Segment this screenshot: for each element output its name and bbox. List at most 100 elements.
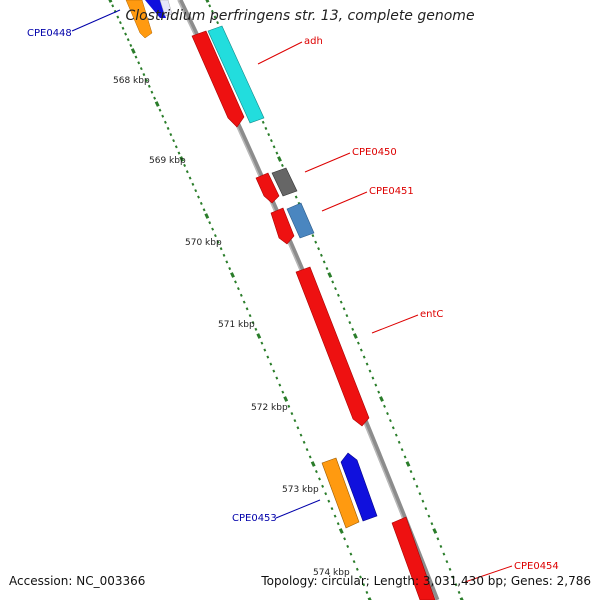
gene-cpe0448-orange bbox=[125, 0, 153, 39]
gene-labels: CPE0448 adh CPE0450 CPE0451 entC CPE0453… bbox=[27, 28, 559, 572]
tick-mark bbox=[210, 9, 214, 13]
tick-mark bbox=[383, 404, 386, 408]
tick-mark bbox=[318, 477, 321, 481]
tick-mark bbox=[275, 151, 279, 155]
tick-mark bbox=[202, 208, 206, 212]
gene-partial-white bbox=[159, 0, 173, 17]
tick-mark bbox=[362, 583, 366, 587]
tick-mark bbox=[219, 247, 223, 251]
tick-mark bbox=[216, 240, 220, 244]
tick-mark bbox=[299, 433, 303, 437]
tick-mark bbox=[349, 552, 353, 556]
tick-mark bbox=[116, 15, 120, 19]
gene-label-cpe0453[interactable]: CPE0453 bbox=[232, 513, 277, 524]
tick-mark bbox=[267, 132, 271, 137]
accession-text: Accession: NC_003366 bbox=[9, 574, 146, 588]
tick-mark bbox=[264, 126, 268, 130]
gene-cpe0451 bbox=[286, 202, 315, 239]
tick-mark bbox=[319, 253, 323, 257]
inner-tick-dots bbox=[107, 0, 373, 600]
tick-mark bbox=[377, 390, 381, 394]
tick-mark bbox=[451, 575, 455, 579]
tick-mark bbox=[225, 260, 229, 264]
tick-mark bbox=[356, 341, 360, 345]
scale-labels: 568 kbp 569 kbp 570 kbp 571 kbp 572 kbp … bbox=[113, 76, 350, 578]
tick-mark-major bbox=[367, 597, 373, 600]
tick-mark bbox=[150, 90, 154, 94]
tick-mark bbox=[293, 419, 297, 423]
tick-mark bbox=[278, 383, 282, 387]
tick-mark bbox=[365, 362, 369, 366]
tick-mark bbox=[333, 514, 337, 518]
tick-mark bbox=[371, 376, 375, 380]
tick-mark bbox=[242, 300, 246, 304]
tick-mark bbox=[386, 411, 389, 416]
tick-mark bbox=[359, 348, 363, 352]
tick-mark-major bbox=[204, 0, 210, 3]
tick-mark bbox=[352, 560, 356, 564]
tick-mark bbox=[158, 108, 162, 112]
gene-cpe0453 bbox=[321, 457, 360, 529]
map-title: Clostridium perfringens str. 13, complet… bbox=[125, 8, 475, 24]
tick-mark bbox=[248, 314, 252, 318]
tick-mark bbox=[305, 448, 309, 452]
gene-label-cpe0454[interactable]: CPE0454 bbox=[514, 561, 559, 572]
tick-mark-major bbox=[352, 333, 358, 339]
tick-mark bbox=[317, 247, 321, 251]
gene-cpe0453-blue bbox=[340, 452, 378, 522]
tick-mark bbox=[345, 314, 349, 318]
tick-mark bbox=[397, 440, 401, 444]
tick-mark bbox=[374, 383, 378, 387]
tick-mark-major bbox=[256, 333, 262, 339]
tick-mark bbox=[269, 362, 273, 366]
tick-mark bbox=[124, 32, 128, 36]
tick-mark bbox=[111, 4, 115, 8]
tick-mark bbox=[394, 433, 398, 437]
tick-mark bbox=[145, 78, 149, 82]
gene-label-cpe0451[interactable]: CPE0451 bbox=[369, 186, 414, 197]
tick-mark bbox=[339, 300, 343, 304]
gene-label-adh[interactable]: adh bbox=[304, 36, 323, 47]
tick-mark bbox=[185, 170, 189, 174]
tick-mark bbox=[137, 61, 141, 65]
tick-mark bbox=[348, 320, 352, 325]
tick-mark bbox=[153, 96, 157, 100]
tick-mark bbox=[342, 307, 346, 311]
topology-text: Topology: circular; Length: 3,031,430 bp… bbox=[261, 574, 591, 588]
tick-mark bbox=[362, 355, 366, 359]
tick-mark-major bbox=[179, 156, 185, 162]
tick-mark bbox=[222, 253, 226, 257]
tick-mark bbox=[174, 145, 178, 149]
gene-label-entC[interactable]: entC bbox=[420, 309, 443, 320]
tick-mark bbox=[183, 163, 187, 167]
tick-mark bbox=[412, 477, 416, 481]
gene-label-cpe0450[interactable]: CPE0450 bbox=[352, 147, 397, 158]
tick-mark-major bbox=[432, 528, 438, 534]
tick-mark bbox=[191, 182, 195, 186]
scale-label: 572 kbp bbox=[251, 403, 288, 413]
tick-mark bbox=[281, 390, 285, 394]
tick-mark bbox=[436, 537, 440, 541]
tick-mark bbox=[263, 348, 267, 352]
tick-mark bbox=[334, 287, 337, 291]
tick-mark bbox=[275, 376, 279, 380]
tick-mark bbox=[213, 15, 217, 19]
tick-mark bbox=[457, 590, 461, 594]
scale-label: 573 kbp bbox=[282, 485, 319, 495]
tick-mark bbox=[421, 499, 425, 503]
tick-mark bbox=[129, 43, 133, 47]
gene-cpe0450-red bbox=[255, 172, 280, 204]
tick-mark bbox=[403, 455, 407, 459]
gene-adh bbox=[191, 30, 245, 128]
tick-mark bbox=[327, 499, 331, 503]
tick-mark bbox=[448, 567, 452, 571]
tick-mark-major bbox=[130, 48, 136, 54]
tick-mark bbox=[194, 189, 198, 193]
tick-mark bbox=[415, 484, 419, 488]
tick-mark-major bbox=[379, 396, 384, 402]
gene-cpe0448-blue bbox=[145, 0, 166, 18]
tick-mark-major bbox=[230, 272, 235, 278]
gene-label-cpe0448[interactable]: CPE0448 bbox=[27, 28, 72, 39]
tick-mark-major bbox=[459, 597, 465, 600]
tick-mark bbox=[251, 320, 255, 325]
